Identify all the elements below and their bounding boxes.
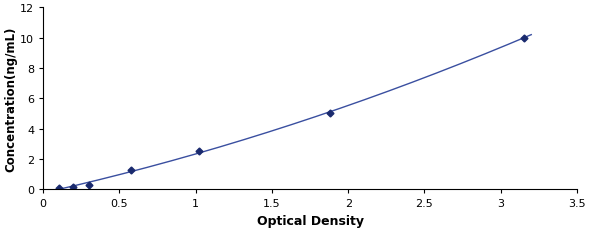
- X-axis label: Optical Density: Optical Density: [257, 214, 363, 227]
- Y-axis label: Concentration(ng/mL): Concentration(ng/mL): [4, 26, 17, 171]
